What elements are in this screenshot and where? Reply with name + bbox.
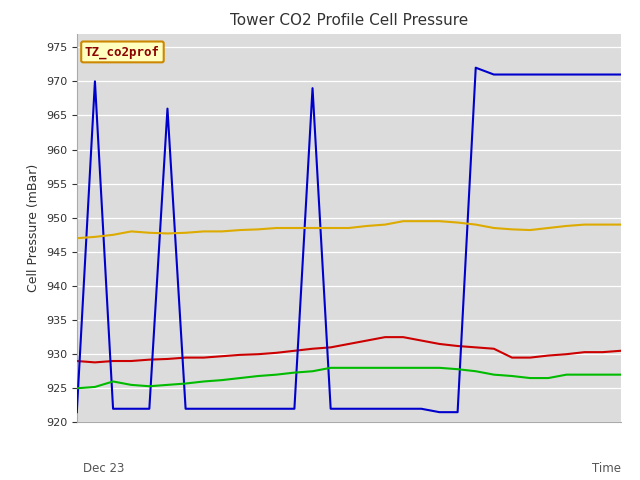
Text: Dec 23: Dec 23 bbox=[83, 462, 125, 475]
Title: Tower CO2 Profile Cell Pressure: Tower CO2 Profile Cell Pressure bbox=[230, 13, 468, 28]
Text: TZ_co2prof: TZ_co2prof bbox=[85, 45, 160, 59]
Text: Time: Time bbox=[592, 462, 621, 475]
Legend: 0.35m, 1.8m, 6.0m, 23.5m: 0.35m, 1.8m, 6.0m, 23.5m bbox=[172, 478, 526, 480]
Y-axis label: Cell Pressure (mBar): Cell Pressure (mBar) bbox=[28, 164, 40, 292]
